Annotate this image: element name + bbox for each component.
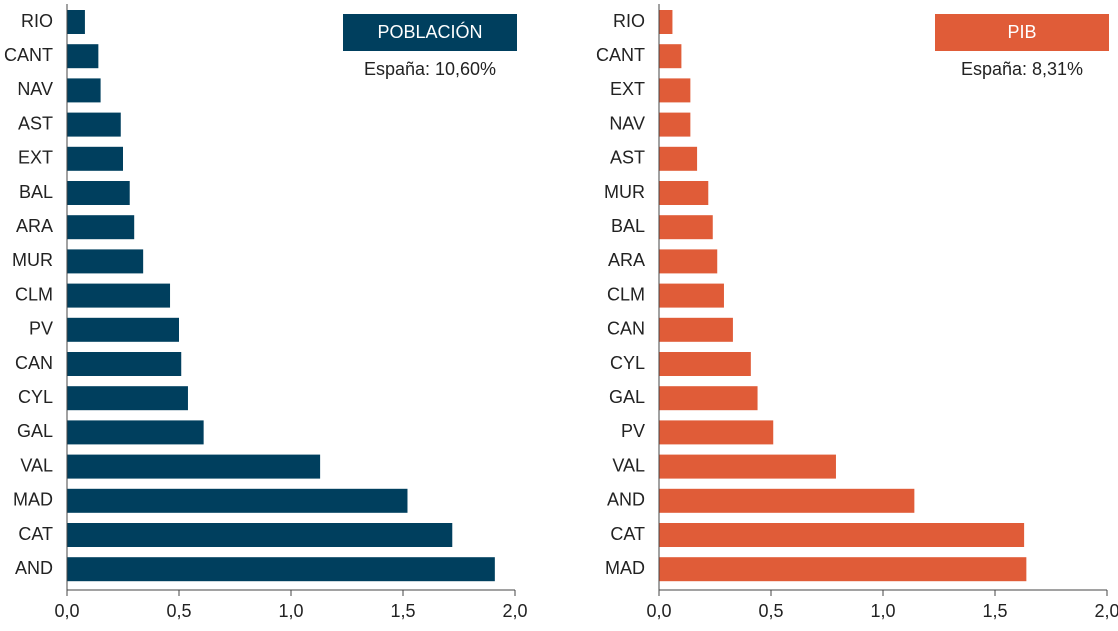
bar	[659, 523, 1025, 547]
bar	[67, 112, 121, 137]
x-tick-label: 0,5	[758, 601, 783, 621]
y-tick-label: BAL	[611, 216, 645, 236]
bar	[67, 386, 188, 411]
bar	[67, 10, 85, 34]
y-tick-label: EXT	[18, 148, 53, 168]
y-tick-label: CLM	[15, 284, 53, 304]
x-tick-label: 2,0	[1094, 601, 1118, 621]
y-tick-label: EXT	[610, 79, 645, 99]
legend-label: PIB	[1007, 22, 1036, 42]
bar	[67, 557, 495, 582]
y-tick-label: GAL	[609, 387, 645, 407]
y-tick-label: NAV	[609, 113, 645, 133]
bar	[67, 249, 144, 274]
y-tick-label: VAL	[20, 455, 53, 475]
annotation: España: 8,31%	[961, 59, 1083, 79]
bar	[67, 78, 101, 103]
y-tick-label: ARA	[16, 216, 53, 236]
bar	[67, 181, 130, 205]
bar	[67, 352, 182, 376]
bar	[659, 44, 682, 69]
bar	[659, 557, 1027, 582]
bar	[659, 215, 713, 240]
bar	[659, 454, 836, 479]
y-tick-label: MAD	[605, 558, 645, 578]
y-tick-label: CYL	[18, 387, 53, 407]
y-tick-label: CAN	[15, 353, 53, 373]
bar	[659, 283, 724, 308]
bar	[67, 215, 135, 240]
y-tick-label: NAV	[17, 79, 53, 99]
bar	[659, 386, 758, 411]
bar	[659, 112, 691, 137]
y-tick-label: AST	[610, 148, 645, 168]
bar	[67, 317, 179, 342]
bar	[659, 488, 915, 513]
bar	[659, 352, 751, 376]
bar	[659, 10, 673, 34]
bar	[67, 420, 204, 445]
y-tick-label: MUR	[12, 250, 53, 270]
y-tick-label: CANT	[4, 45, 53, 65]
y-tick-label: MAD	[13, 490, 53, 510]
bar	[659, 146, 698, 171]
y-tick-label: CAT	[18, 524, 53, 544]
x-tick-label: 2,0	[502, 601, 527, 621]
x-tick-label: 0,0	[646, 601, 671, 621]
legend-label: POBLACIÓN	[377, 21, 482, 42]
y-tick-label: CANT	[596, 45, 645, 65]
y-tick-label: MUR	[604, 182, 645, 202]
x-tick-label: 1,0	[870, 601, 895, 621]
y-tick-label: ARA	[608, 250, 645, 270]
bar	[659, 78, 691, 103]
bar	[67, 488, 408, 513]
y-tick-label: BAL	[19, 182, 53, 202]
y-tick-label: AND	[607, 490, 645, 510]
bar	[67, 454, 321, 479]
x-tick-label: 0,5	[166, 601, 191, 621]
y-tick-label: CLM	[607, 284, 645, 304]
annotation: España: 10,60%	[364, 59, 496, 79]
bar	[67, 523, 453, 547]
y-tick-label: GAL	[17, 421, 53, 441]
y-tick-label: AST	[18, 113, 53, 133]
bar	[67, 146, 123, 171]
bar	[659, 420, 774, 445]
x-tick-label: 1,5	[982, 601, 1007, 621]
y-tick-label: CYL	[610, 353, 645, 373]
y-tick-label: PV	[621, 421, 645, 441]
bar	[659, 181, 709, 205]
bar	[67, 44, 99, 69]
bar	[67, 283, 171, 308]
y-tick-label: PV	[29, 319, 53, 339]
y-tick-label: RIO	[613, 11, 645, 31]
y-tick-label: VAL	[612, 455, 645, 475]
x-tick-label: 0,0	[54, 601, 79, 621]
y-tick-label: AND	[15, 558, 53, 578]
x-tick-label: 1,5	[390, 601, 415, 621]
y-tick-label: CAT	[610, 524, 645, 544]
bar	[659, 249, 718, 274]
bar	[659, 317, 733, 342]
y-tick-label: RIO	[21, 11, 53, 31]
legend-box	[343, 14, 517, 51]
y-tick-label: CAN	[607, 319, 645, 339]
x-tick-label: 1,0	[278, 601, 303, 621]
legend-box	[935, 14, 1109, 51]
